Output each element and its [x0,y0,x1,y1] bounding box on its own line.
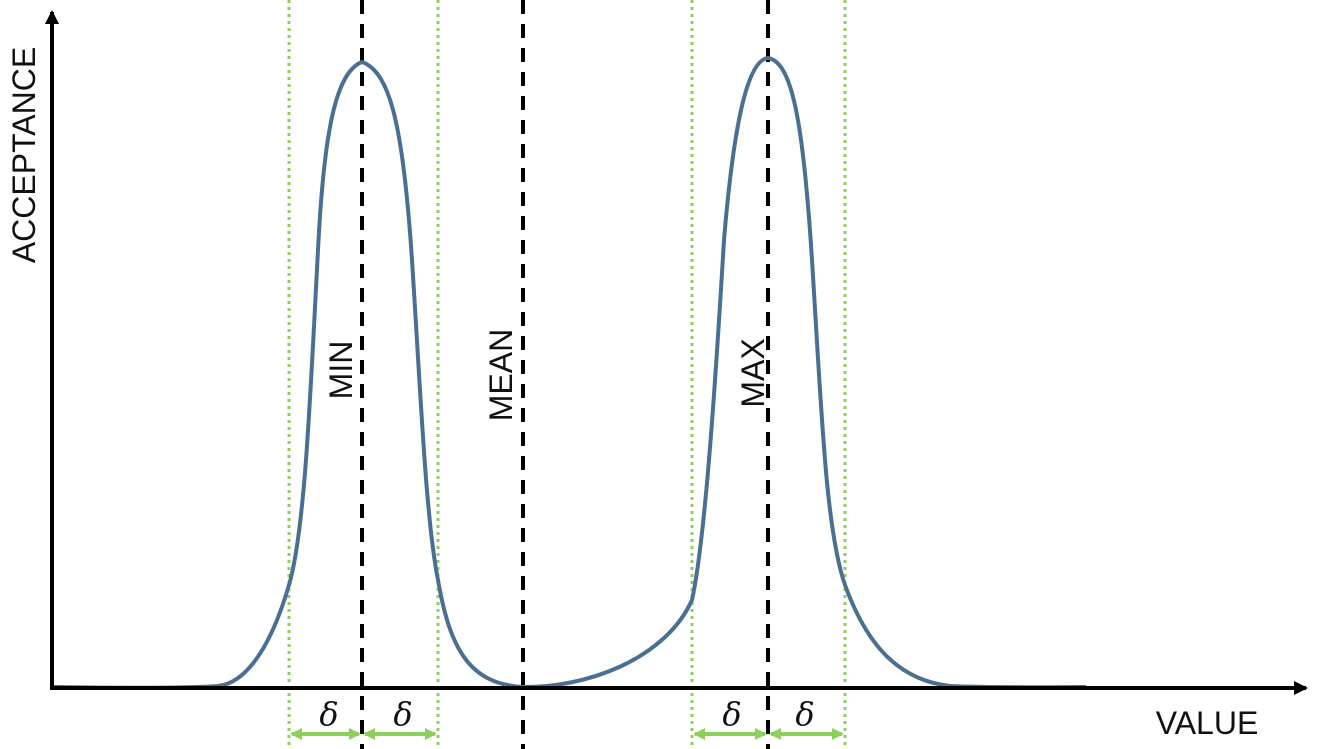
delta-label-max-left: δ [722,695,741,733]
delta-labels: δ δ δ δ [319,695,814,733]
min-label: MIN [323,341,359,400]
y-axis-label: ACCEPTANCE [6,47,42,263]
mean-label: MEAN [483,329,519,421]
acceptance-curve [50,56,1087,690]
delta-label-min-right: δ [393,695,412,733]
delta-label-max-right: δ [795,695,814,733]
marker-lines [360,0,770,749]
delta-label-min-left: δ [319,695,338,733]
axes [45,10,1308,695]
delta-bounds [287,0,847,749]
max-label: MAX [735,338,771,407]
x-axis-label: VALUE [1156,705,1259,741]
